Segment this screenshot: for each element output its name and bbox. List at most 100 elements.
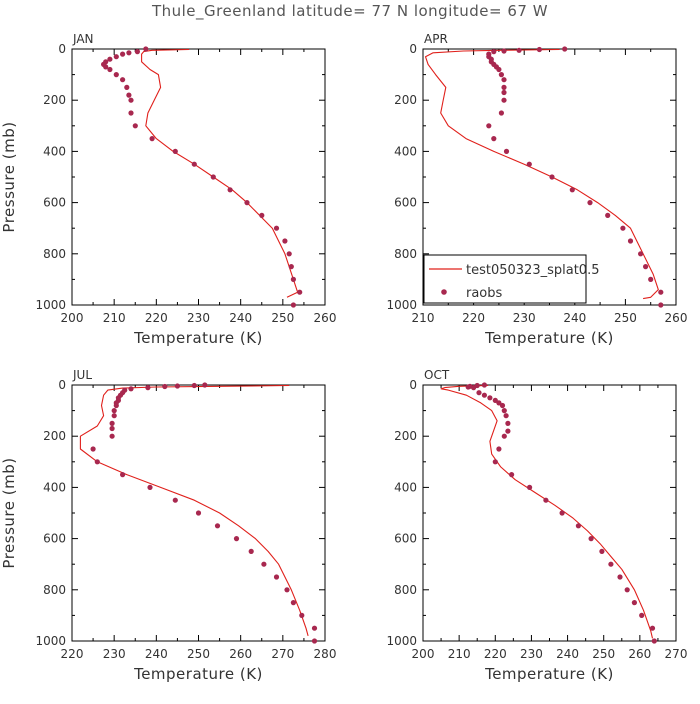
jul-xtick-label: 260 [229, 647, 252, 661]
jan-raobs-point [273, 225, 280, 231]
oct-raobs-point [559, 510, 565, 516]
apr-raobs-point [486, 123, 492, 129]
oct-raobs-point [476, 390, 482, 396]
apr-raobs-point [549, 174, 555, 180]
apr-raobs-point [498, 110, 504, 116]
jul-raobs-point [284, 587, 290, 593]
apr-ytick-label: 1000 [386, 298, 417, 312]
oct-raobs-point [492, 459, 498, 465]
jan-raobs-point [132, 123, 138, 129]
jan-ytick-label: 600 [43, 196, 66, 210]
jul-raobs-point [248, 548, 254, 555]
apr-panel-label: APR [424, 32, 448, 46]
oct-xtick-label: 210 [448, 647, 471, 661]
jul-xtick-label: 280 [314, 647, 337, 661]
jul-ytick-label: 0 [58, 378, 66, 392]
apr-raobs-point [587, 200, 593, 206]
jan-raobs-point [288, 264, 294, 270]
apr-xtick-label: 230 [513, 311, 536, 325]
oct-raobs-point [496, 400, 502, 406]
jan-raobs-point [210, 174, 216, 180]
jul-raobs-point [172, 497, 178, 503]
jul-raobs-point [147, 484, 153, 490]
oct-raobs-point [496, 446, 502, 452]
jul-xtick-label: 240 [145, 647, 168, 661]
jan-raobs-point [126, 92, 132, 98]
jan-xtick-label: 250 [271, 311, 294, 325]
apr-raobs-point [491, 49, 497, 55]
oct-raobs-point [575, 523, 582, 529]
jul-y-axis-label: Pressure (mb) [0, 457, 18, 568]
jul-raobs-point [94, 459, 100, 465]
jul-ytick-label: 400 [43, 480, 66, 494]
oct-raobs-point [503, 413, 509, 419]
oct-model-line [440, 385, 654, 639]
jan-raobs-point [124, 84, 130, 90]
jan-raobs-point [282, 238, 288, 244]
jan-ytick-label: 0 [58, 42, 66, 56]
oct-ytick-label: 0 [409, 378, 417, 392]
jan-raobs-point [290, 302, 296, 308]
jul-raobs-point [299, 612, 305, 619]
apr-raobs-point [638, 251, 644, 257]
jan-raobs-point [259, 212, 265, 218]
jul-panel-label: JUL [72, 368, 92, 382]
jul-ytick-label: 200 [43, 429, 66, 443]
oct-raobs-point [509, 472, 515, 478]
jul-x-axis-label: Temperature (K) [133, 665, 263, 683]
jan-raobs-point [120, 51, 126, 57]
jan-raobs-point [128, 97, 134, 103]
apr-raobs-point [501, 97, 507, 103]
jul-raobs-point [290, 600, 296, 606]
oct-raobs-point [499, 402, 506, 409]
oct-raobs-point [505, 428, 511, 434]
jul-raobs-point [202, 382, 208, 388]
jul-xtick-label: 250 [187, 647, 210, 661]
jan-xtick-label: 200 [61, 311, 84, 325]
apr-raobs-point [503, 148, 510, 154]
jul-raobs-point [90, 446, 96, 452]
apr-ytick-label: 200 [394, 93, 417, 107]
jan-raobs-point [297, 289, 303, 295]
oct-ytick-label: 800 [394, 583, 417, 597]
jan-raobs-point [286, 251, 292, 257]
legend-model-label: test050323_splat0.5 [466, 263, 599, 278]
legend-obs-label: raobs [466, 286, 503, 301]
oct-raobs-point [505, 420, 511, 426]
apr-xtick-label: 240 [563, 311, 586, 325]
oct-x-axis-label: Temperature (K) [484, 665, 614, 683]
jul-raobs-point [111, 413, 117, 419]
jan-raobs-point [290, 276, 296, 282]
oct-raobs-point [501, 408, 507, 414]
apr-raobs-point [643, 264, 649, 270]
apr-raobs-point [569, 187, 575, 193]
jul-raobs-point [273, 574, 280, 580]
jan-raobs-point [128, 110, 134, 116]
apr-ytick-label: 0 [409, 42, 417, 56]
oct-xtick-label: 200 [412, 647, 435, 661]
oct-raobs-point [501, 433, 507, 439]
jul-ytick-label: 800 [43, 583, 66, 597]
apr-raobs-point [620, 225, 626, 231]
oct-raobs-point [599, 548, 605, 555]
apr-raobs-point [496, 66, 502, 73]
jul-raobs-point [162, 383, 168, 390]
oct-raobs-point [624, 587, 630, 593]
apr-raobs-point [526, 161, 532, 167]
jan-raobs-point [126, 50, 132, 56]
oct-raobs-point [588, 536, 594, 542]
jan-xtick-label: 230 [187, 311, 210, 325]
jan-raobs-point [227, 187, 233, 193]
jul-raobs-point [174, 383, 180, 389]
jan-ytick-label: 200 [43, 93, 66, 107]
oct-raobs-point [631, 600, 638, 606]
jul-raobs-point [111, 408, 117, 414]
apr-raobs-point [501, 48, 507, 54]
oct-raobs-point [617, 574, 623, 580]
oct-raobs-point [481, 392, 487, 398]
jul-xtick-label: 220 [61, 647, 84, 661]
apr-xtick-label: 220 [462, 311, 485, 325]
oct-raobs-point [651, 638, 657, 644]
